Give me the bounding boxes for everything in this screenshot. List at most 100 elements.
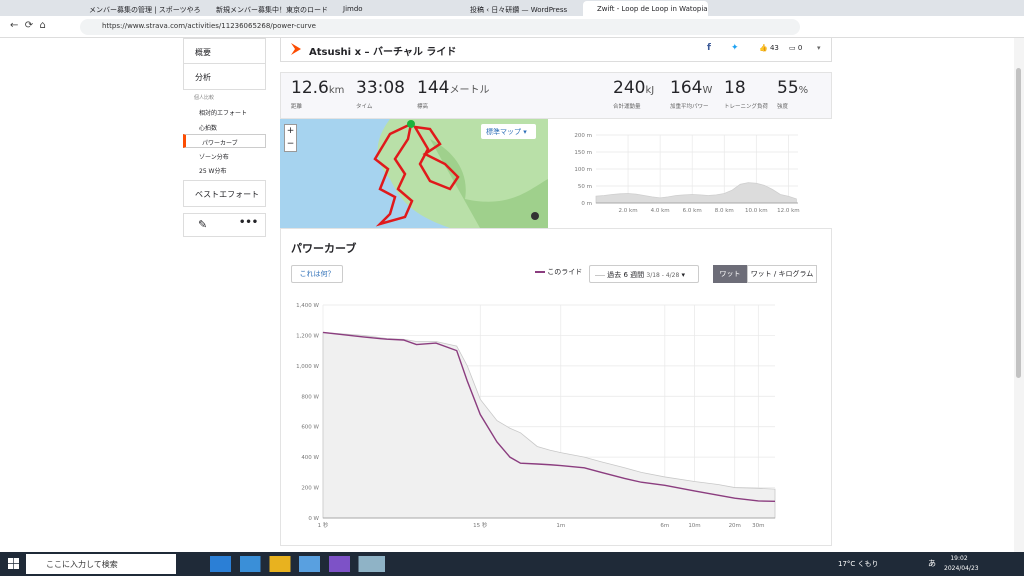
tab-title: 投稿 ‹ 日々研鑽 — WordPress bbox=[470, 6, 568, 14]
tab-title: 新規メンバー募集中！東京のロード bbox=[216, 6, 327, 14]
terrain bbox=[430, 139, 548, 228]
stat-label: 標高 bbox=[417, 104, 429, 110]
y-tick-label: 400 W bbox=[301, 455, 319, 461]
info-icon[interactable] bbox=[531, 212, 539, 220]
map-type-label: 標準マップ bbox=[486, 128, 521, 136]
tab-bar bbox=[0, 0, 1024, 16]
y-tick-label: 100 m bbox=[574, 167, 592, 173]
menu[interactable]: ▾ bbox=[817, 44, 821, 52]
x-tick-label: 6m bbox=[660, 523, 669, 529]
period-dropdown[interactable]: 過去 6 週間 3/18 - 4/28 ▾ bbox=[589, 265, 699, 283]
x-tick-label: 1 秒 bbox=[318, 521, 329, 529]
water bbox=[280, 119, 450, 228]
sidebar-subitem[interactable]: パワーカーブ bbox=[183, 134, 266, 148]
sidebar-subitem[interactable]: ゾーン分布 bbox=[199, 153, 229, 161]
x-tick-label: 10m bbox=[688, 523, 700, 529]
browser-tab[interactable]: 新規メンバー募集中！東京のロード bbox=[202, 1, 327, 16]
facebook[interactable]: f bbox=[707, 43, 711, 53]
kudos[interactable]: 👍 43 bbox=[759, 44, 779, 52]
stat: 144メートル 標高 bbox=[417, 78, 490, 110]
stat-value: 33:08 bbox=[356, 78, 405, 98]
route bbox=[373, 121, 460, 227]
search-box[interactable]: ここに入力して検索 bbox=[26, 554, 176, 574]
stat-value: 18 bbox=[724, 78, 746, 98]
scrollbar[interactable] bbox=[1014, 38, 1024, 552]
sidebar-item[interactable]: 分析 bbox=[183, 64, 266, 90]
twitter[interactable]: ✦ bbox=[731, 43, 739, 53]
y-tick-label: 200 W bbox=[301, 486, 319, 492]
browser-tab[interactable]: 投稿 ‹ 日々研鑽 — WordPress bbox=[456, 1, 581, 16]
elevation-chart: 0 m 50 m 100 m 150 m 200 m 2.0 km 4.0 km 6.0 km… bbox=[574, 133, 799, 214]
map-type-button[interactable]: 標準マップ ▾ bbox=[481, 124, 536, 139]
url-field[interactable]: https://www.strava.com/activities/112360… bbox=[80, 19, 800, 35]
tab-title: Zwift - Loop de Loop in Watopia bbox=[597, 5, 708, 13]
start-button[interactable] bbox=[8, 558, 19, 569]
browser-tab[interactable]: Jimdo bbox=[329, 1, 454, 16]
x-tick-label: 20m bbox=[729, 523, 741, 529]
sidebar-group-label: 個人比較 bbox=[194, 95, 215, 101]
y-tick-label: 0 m bbox=[581, 201, 592, 207]
sidebar-subitem[interactable]: 25 W分布 bbox=[199, 168, 227, 175]
address-bar: ← ⟳ ⌂ https://www.strava.com/activities/… bbox=[0, 16, 1024, 38]
wkg-button[interactable]: ワット / キログラム bbox=[747, 265, 817, 283]
stat-value: 240 bbox=[613, 78, 646, 98]
x-tick-label: 1m bbox=[556, 523, 565, 529]
stat-label: 距離 bbox=[291, 104, 303, 110]
browser-tab[interactable]: Zwift - Loop de Loop in Watopia bbox=[583, 1, 708, 16]
legend-swatch bbox=[535, 271, 545, 273]
more-icon[interactable]: ••• bbox=[239, 217, 259, 228]
x-tick-label: 2.0 km bbox=[619, 208, 638, 214]
legend-swatch bbox=[595, 274, 605, 276]
sidebar: 概要 分析個人比較相対的エフォート 心拍数パワーカーブゾーン分布 25 W分布ベストエ… bbox=[183, 38, 266, 238]
map-graphic bbox=[280, 119, 548, 228]
map[interactable]: + − 標準マップ ▾ bbox=[280, 119, 548, 228]
sidebar-subitem[interactable]: 心拍数 bbox=[199, 124, 218, 132]
stat: 55% 強度 bbox=[777, 78, 808, 110]
legend-label: このライド bbox=[547, 268, 583, 276]
weather[interactable]: 17°C くもり bbox=[838, 559, 879, 569]
zoom-out[interactable]: − bbox=[286, 139, 295, 149]
y-tick-label: 150 m bbox=[574, 150, 592, 156]
x-tick-label: 15 秒 bbox=[473, 521, 488, 529]
browser-tab[interactable]: メンバー募集の管理 | スポーツやろう! bbox=[75, 1, 200, 16]
x-tick-label: 30m bbox=[752, 523, 764, 529]
scroll-thumb[interactable] bbox=[1016, 68, 1021, 378]
nav-icons[interactable]: ← ⟳ ⌂ bbox=[10, 20, 46, 31]
stat-label: タイム bbox=[356, 104, 373, 110]
area bbox=[322, 331, 776, 519]
clock[interactable]: 19:02 2024/04/23 bbox=[944, 554, 979, 574]
y-tick-label: 600 W bbox=[301, 425, 319, 431]
comments[interactable]: ▭ 0 bbox=[789, 44, 803, 52]
taskbar: ここに入力して検索 17°C くもり あ 19:02 2024/04/23 bbox=[0, 552, 1024, 576]
stat-value: 55 bbox=[777, 78, 799, 98]
stat-unit: メートル bbox=[449, 85, 490, 96]
legend-label: 過去 6 週間 bbox=[607, 271, 645, 279]
stat-label: 強度 bbox=[777, 104, 789, 110]
activity-title: Atsushi x – バーチャル ライド bbox=[309, 47, 457, 58]
sidebar-subitem[interactable]: 相対的エフォート bbox=[199, 110, 248, 117]
legend-this-ride: このライド bbox=[535, 267, 582, 277]
zoom-in[interactable]: + bbox=[286, 126, 295, 136]
stat-label: 合計運動量 bbox=[613, 104, 641, 110]
tab-title: Jimdo bbox=[343, 5, 363, 13]
stat-value: 12.6 bbox=[291, 78, 329, 98]
x-tick-label: 10.0 km bbox=[745, 208, 768, 214]
weather-desc: くもり bbox=[857, 560, 879, 568]
kudos-count: 43 bbox=[769, 44, 779, 52]
sidebar-item[interactable]: 概要 bbox=[183, 38, 266, 64]
pinned-apps[interactable] bbox=[210, 556, 385, 572]
ime[interactable]: あ bbox=[928, 559, 936, 568]
stat-unit: km bbox=[328, 85, 345, 96]
help-button[interactable]: これは何？ bbox=[291, 265, 343, 283]
period-range: 3/18 - 4/28 bbox=[646, 272, 680, 279]
edit-icon[interactable]: ✎ bbox=[198, 218, 208, 231]
stat: 240kJ 合計運動量 bbox=[613, 78, 654, 110]
stat: 12.6km 距離 bbox=[291, 78, 345, 110]
sidebar-item[interactable]: ベストエフォート bbox=[183, 180, 266, 207]
watt-button[interactable]: ワット bbox=[713, 265, 747, 283]
x-tick-label: 4.0 km bbox=[651, 208, 670, 214]
y-tick-label: 1,000 W bbox=[296, 364, 319, 370]
temperature: 17°C bbox=[838, 560, 856, 568]
stat: 18 トレーニング負荷 bbox=[724, 78, 768, 110]
